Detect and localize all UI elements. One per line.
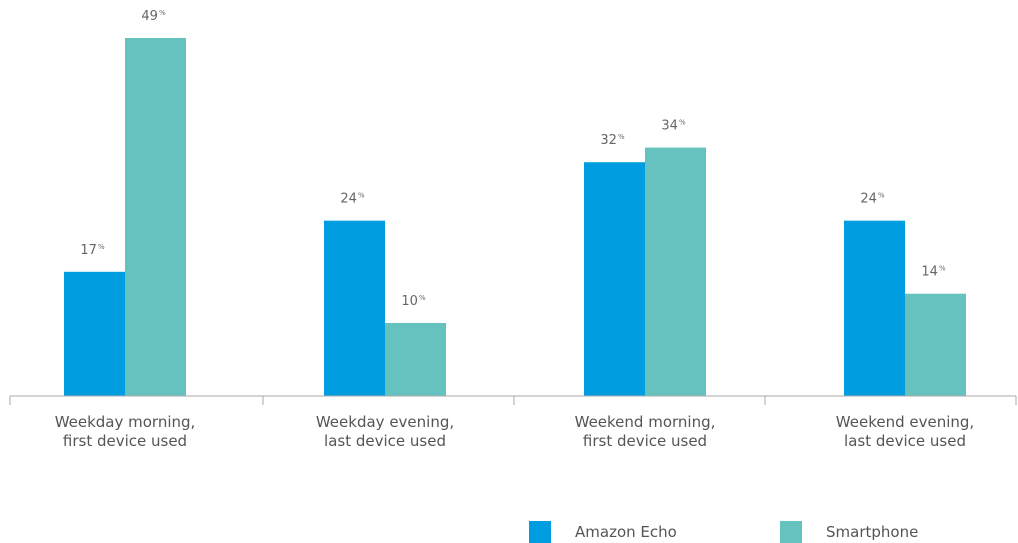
value-label-smartphone-1: 49%: [141, 9, 166, 24]
bar-amazon-echo-1: [64, 271, 125, 396]
bar-amazon-echo-4: [844, 220, 905, 396]
bar-smartphone-2: [385, 322, 446, 396]
x-tick-labels-group: Weekday morning, first device used Weekday…: [55, 413, 975, 450]
x-tick-label-2: Weekday evening, last device used: [316, 413, 454, 450]
bar-amazon-echo-3: [584, 162, 645, 396]
value-label-smartphone-3: 34%: [661, 119, 686, 134]
x-tick-label-4: Weekend evening, last device used: [836, 413, 974, 450]
legend-item-smartphone: Smartphone: [780, 521, 918, 543]
x-ticks-group: [9, 396, 1017, 405]
value-label-smartphone-4: 14%: [921, 265, 946, 280]
x-tick-label-1: Weekday morning, first device used: [55, 413, 196, 450]
value-labels-group: 17% 49% 24% 10% 32% 34% 24% 14%: [80, 9, 946, 309]
bars-group: [64, 38, 966, 396]
bar-smartphone-3: [645, 147, 706, 396]
legend-label-amazon-echo: Amazon Echo: [575, 523, 677, 541]
value-label-amazon-echo-3: 32%: [600, 133, 625, 148]
bar-amazon-echo-2: [324, 220, 385, 396]
legend-swatch-amazon-echo: [529, 521, 551, 543]
value-label-amazon-echo-1: 17%: [80, 243, 105, 258]
legend-item-amazon-echo: Amazon Echo: [529, 521, 677, 543]
x-tick-label-3: Weekend morning, first device used: [575, 413, 716, 450]
bar-smartphone-1: [125, 38, 186, 396]
value-label-amazon-echo-4: 24%: [860, 192, 885, 207]
value-label-amazon-echo-2: 24%: [340, 192, 365, 207]
legend-swatch-smartphone: [780, 521, 802, 543]
legend-label-smartphone: Smartphone: [826, 523, 919, 541]
value-label-smartphone-2: 10%: [401, 294, 426, 309]
bar-smartphone-4: [905, 293, 966, 396]
